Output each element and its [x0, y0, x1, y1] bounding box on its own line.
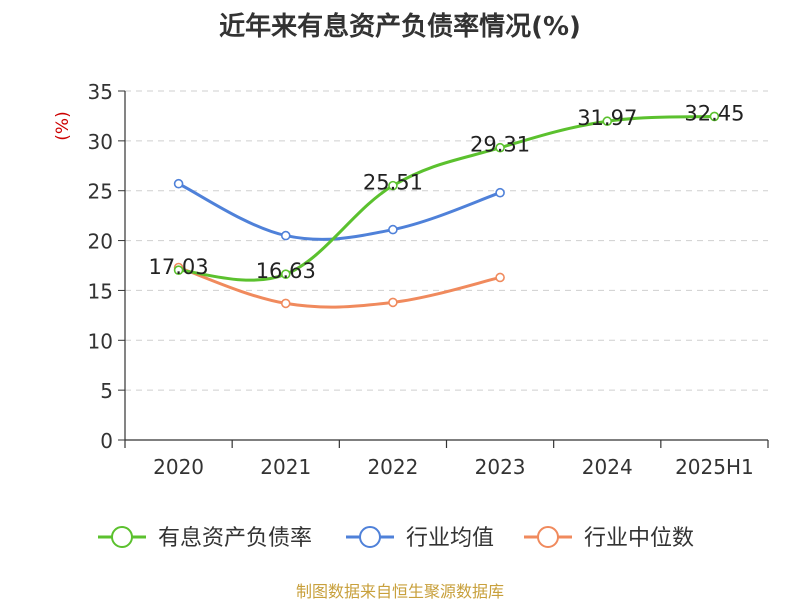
legend-marker	[359, 526, 381, 548]
y-tick-label: 5	[100, 379, 113, 403]
data-label: 31.97	[577, 106, 637, 130]
legend-marker	[111, 526, 133, 548]
data-point	[388, 224, 398, 235]
legend: 有息资产负债率 行业均值 行业中位数	[98, 526, 694, 551]
series-line	[178, 266, 501, 309]
data-label: 29.31	[470, 133, 530, 157]
data-label: 32.45	[684, 101, 744, 125]
y-tick-label: 30	[88, 130, 113, 154]
data-point	[388, 297, 398, 308]
legend-label: 行业均值	[406, 526, 494, 551]
series-line	[177, 182, 501, 241]
legend-item[interactable]: 有息资产负债率	[98, 526, 312, 551]
legend-label: 有息资产负债率	[158, 526, 312, 551]
y-tick-label: 35	[88, 80, 113, 104]
data-point	[495, 187, 505, 198]
data-point	[280, 230, 291, 241]
data-point	[709, 111, 720, 122]
x-tick-label: 2022	[367, 455, 418, 479]
data-point	[602, 116, 613, 127]
x-tick-labels: 2020 2021 2022 2023 2024 2025H1	[153, 455, 754, 479]
y-tick-label: 15	[88, 279, 113, 303]
y-tick-label: 0	[100, 429, 113, 453]
data-point	[280, 269, 291, 279]
x-tick-label: 2021	[260, 455, 311, 479]
y-tick-label: 20	[88, 230, 113, 254]
y-tick-label: 25	[88, 180, 113, 204]
y-tick-label: 10	[88, 329, 113, 353]
y-axis-label: (%)	[53, 111, 73, 140]
data-point	[173, 178, 184, 189]
legend-marker	[537, 526, 559, 548]
data-point	[173, 265, 184, 275]
legend-label: 行业中位数	[584, 526, 694, 551]
data-label: 25.51	[363, 171, 423, 195]
x-tick-label: 2020	[153, 455, 204, 479]
series-line	[178, 114, 715, 282]
y-tick-labels: 0 5 10 15 20 25 30 35	[88, 80, 113, 453]
data-label: 16.63	[256, 259, 316, 283]
legend-item[interactable]: 行业中位数	[524, 526, 694, 551]
axes	[118, 90, 769, 448]
x-tick-label: 2025H1	[675, 455, 754, 479]
data-point	[495, 272, 505, 283]
chart-title: 近年来有息资产负债率情况(%)	[219, 12, 581, 42]
source-note: 制图数据来自恒生聚源数据库	[295, 582, 504, 601]
series-lines: 17.03 16.63 25.51 29.31 31.97 32.45	[149, 101, 744, 309]
x-tick-label: 2024	[582, 455, 633, 479]
data-point	[280, 298, 291, 309]
data-point	[495, 142, 505, 153]
x-tick-label: 2023	[475, 455, 526, 479]
grid-lines	[125, 90, 768, 391]
data-label: 17.03	[149, 255, 209, 279]
legend-item[interactable]: 行业均值	[346, 526, 494, 551]
data-point	[388, 180, 398, 191]
